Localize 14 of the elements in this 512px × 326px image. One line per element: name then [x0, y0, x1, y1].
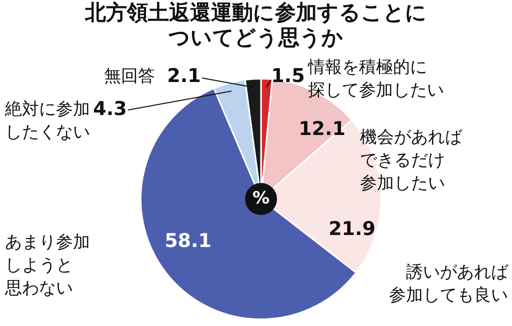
slice-label: 機会があればできるだけ参加したい	[360, 127, 463, 194]
data-label: 21.9	[328, 218, 376, 240]
data-label: 1.5	[271, 64, 305, 87]
slice-label: 誘いがあれば参加しても良い	[389, 262, 509, 306]
slice-label: あまり参加しようと思わない	[4, 232, 90, 298]
data-label: 4.3	[93, 98, 127, 120]
data-label: 2.1	[167, 64, 201, 87]
slice-label: 絶対に参加したくない	[4, 99, 90, 142]
data-label: 12.1	[298, 118, 346, 140]
slice-label: 情報を積極的に探して参加したい	[307, 57, 444, 100]
text: %	[252, 188, 270, 208]
chart-title: 北方領土返還運動に参加することについてどう思うか	[84, 0, 427, 50]
data-label: 58.1	[164, 230, 212, 252]
slice-label: 無回答	[104, 66, 155, 86]
